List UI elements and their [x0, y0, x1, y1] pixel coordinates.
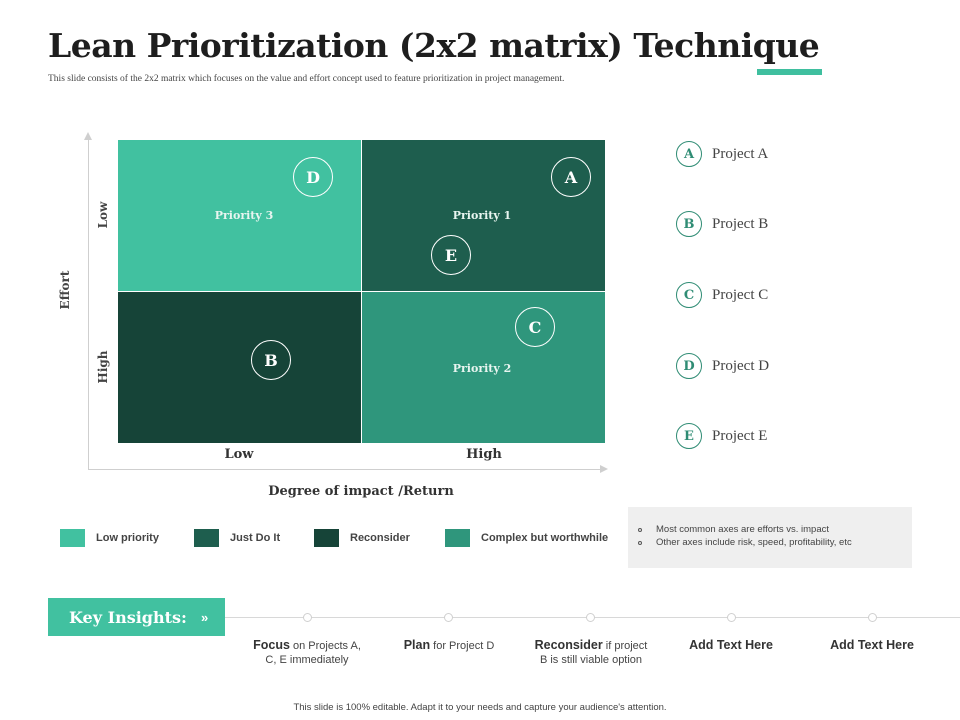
timeline-dot — [727, 613, 736, 622]
quadrant-label-priority-1: Priority 1 — [452, 209, 512, 222]
notes-box: Most common axes are efforts vs. impact … — [628, 507, 912, 568]
key-insights-banner: Key Insights: » — [48, 598, 225, 636]
legend-swatch — [314, 528, 339, 547]
legend-item-complex-but-worthwhile: Complex but worthwhile — [445, 528, 608, 547]
note-line: Most common axes are efforts vs. impact — [638, 523, 912, 536]
legend-label: Just Do It — [230, 531, 281, 544]
timeline-dot — [868, 613, 877, 622]
project-letter-badge: B — [676, 211, 702, 237]
legend-item-just-do-it: Just Do It — [194, 528, 280, 547]
slide-subtitle: This slide consists of the 2x2 matrix wh… — [48, 74, 565, 84]
slide-title: Lean Prioritization (2x2 matrix) Techniq… — [48, 26, 820, 65]
project-letter-badge: C — [676, 282, 702, 308]
timeline-dot — [586, 613, 595, 622]
y-axis-title: Effort — [58, 270, 72, 310]
project-bubble-d: D — [293, 157, 333, 197]
x-axis-line — [88, 469, 602, 470]
insight-item-1: Focus on Projects A, C, E immediately — [247, 638, 367, 667]
quadrant-bottom-left — [118, 292, 361, 443]
project-name: Project C — [712, 286, 769, 303]
bullet-icon — [638, 527, 642, 532]
legend-item-reconsider: Reconsider — [314, 528, 410, 547]
project-bubble-e: E — [431, 235, 471, 275]
x-axis-arrow-icon — [600, 465, 608, 473]
key-insights-label: Key Insights: — [69, 607, 187, 627]
y-axis-arrow-icon — [84, 132, 92, 140]
x-tick-high: High — [466, 447, 502, 462]
insight-item-3: Reconsider if project B is still viable … — [531, 638, 651, 667]
note-text: Other axes include risk, speed, profitab… — [656, 537, 852, 548]
title-accent-bar — [757, 69, 822, 75]
insight-detail: if project B is still viable option — [539, 640, 648, 666]
insight-keyword: Reconsider — [534, 638, 603, 652]
project-list-item-a: A Project A — [676, 141, 768, 167]
timeline-dot — [303, 613, 312, 622]
insight-detail: on Projects A, C, E immediately — [265, 640, 361, 666]
project-list-item-c: C Project C — [676, 282, 768, 308]
project-bubble-c: C — [515, 307, 555, 347]
note-text: Most common axes are efforts vs. impact — [656, 524, 829, 535]
y-axis-line — [88, 138, 89, 470]
legend-label: Complex but worthwhile — [481, 531, 609, 544]
legend-swatch — [194, 528, 219, 547]
insight-detail: for Project D — [433, 640, 495, 652]
project-name: Project B — [712, 215, 769, 232]
insight-item-2: Plan for Project D — [389, 638, 509, 653]
legend-item-low-priority: Low priority — [60, 528, 159, 547]
project-list-item-d: D Project D — [676, 353, 769, 379]
project-list-item-b: B Project B — [676, 211, 768, 237]
project-letter-badge: D — [676, 353, 702, 379]
quadrant-label-priority-3: Priority 3 — [214, 209, 274, 222]
y-tick-high: High — [96, 350, 110, 384]
legend-swatch — [60, 528, 85, 547]
insight-item-5: Add Text Here — [830, 638, 914, 652]
insight-keyword: Plan — [403, 638, 431, 652]
legend-label: Low priority — [96, 531, 159, 544]
double-chevron-right-icon: » — [200, 609, 208, 625]
project-letter-badge: A — [676, 141, 702, 167]
project-bubble-b: B — [251, 340, 291, 380]
project-name: Project E — [712, 427, 768, 444]
x-tick-low: Low — [224, 447, 254, 462]
project-letter-badge: E — [676, 423, 702, 449]
project-list-item-e: E Project E — [676, 423, 767, 449]
legend-label: Reconsider — [350, 531, 410, 544]
project-name: Project D — [712, 357, 770, 374]
project-bubble-a: A — [551, 157, 591, 197]
footer-note: This slide is 100% editable. Adapt it to… — [293, 702, 667, 713]
note-line: Other axes include risk, speed, profitab… — [638, 536, 912, 549]
x-axis-title: Degree of impact /Return — [268, 484, 454, 499]
quadrant-bottom-right — [362, 292, 605, 443]
y-tick-low: Low — [96, 201, 110, 229]
insight-item-4: Add Text Here — [689, 638, 773, 652]
timeline-dot — [444, 613, 453, 622]
project-name: Project A — [712, 145, 769, 162]
insight-keyword: Focus — [253, 638, 290, 652]
legend-swatch — [445, 528, 470, 547]
bullet-icon — [638, 540, 642, 545]
quadrant-label-priority-2: Priority 2 — [452, 362, 512, 375]
